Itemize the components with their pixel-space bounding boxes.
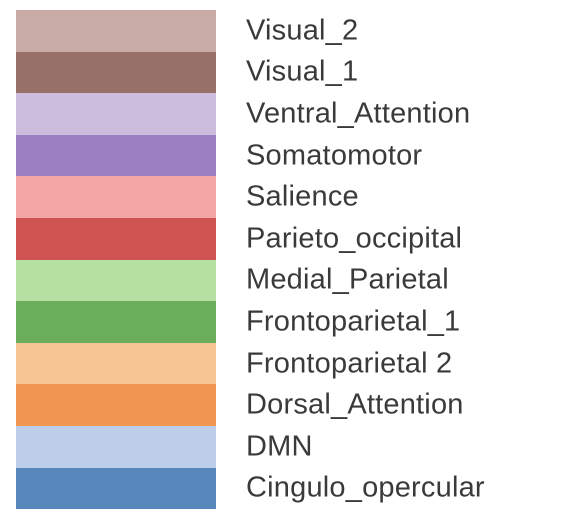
legend-entry: DMN (0, 426, 586, 468)
legend-label: Medial_Parietal (246, 263, 449, 296)
legend-entry: Medial_Parietal (0, 259, 586, 302)
legend-entry: Visual_2 (0, 10, 586, 52)
legend-entry: Visual_1 (0, 51, 586, 94)
legend-swatch (16, 93, 216, 135)
legend-label: Frontoparietal 2 (246, 347, 453, 380)
legend-label: Visual_2 (246, 14, 359, 47)
legend-entry: Frontoparietal_1 (0, 301, 586, 343)
legend-entry: Somatomotor (0, 134, 586, 177)
legend-entry: Cingulo_opercular (0, 467, 586, 510)
legend-entry: Frontoparietal 2 (0, 342, 586, 385)
legend-swatch (16, 426, 216, 468)
legend-entry: Salience (0, 176, 586, 218)
legend-swatch (16, 51, 216, 94)
legend-swatch (16, 10, 216, 52)
legend-swatch (16, 176, 216, 218)
legend-label: Frontoparietal_1 (246, 305, 461, 338)
legend-swatch (16, 134, 216, 177)
legend-label: Ventral_Attention (246, 97, 471, 130)
legend-swatch (16, 218, 216, 260)
legend-label: Cingulo_opercular (246, 471, 485, 504)
legend-entry: Parieto_occipital (0, 218, 586, 260)
legend-swatch (16, 467, 216, 510)
legend-label: Somatomotor (246, 139, 423, 172)
legend-entry: Ventral_Attention (0, 93, 586, 135)
legend-label: Visual_1 (246, 55, 359, 88)
legend-swatch (16, 259, 216, 302)
legend-label: Dorsal_Attention (246, 388, 464, 421)
legend-entry: Dorsal_Attention (0, 384, 586, 426)
legend-label: DMN (246, 430, 313, 463)
legend-swatch (16, 384, 216, 426)
legend-swatch (16, 342, 216, 385)
legend-swatch (16, 301, 216, 343)
legend-label: Parieto_occipital (246, 222, 463, 255)
legend-label: Salience (246, 180, 359, 213)
